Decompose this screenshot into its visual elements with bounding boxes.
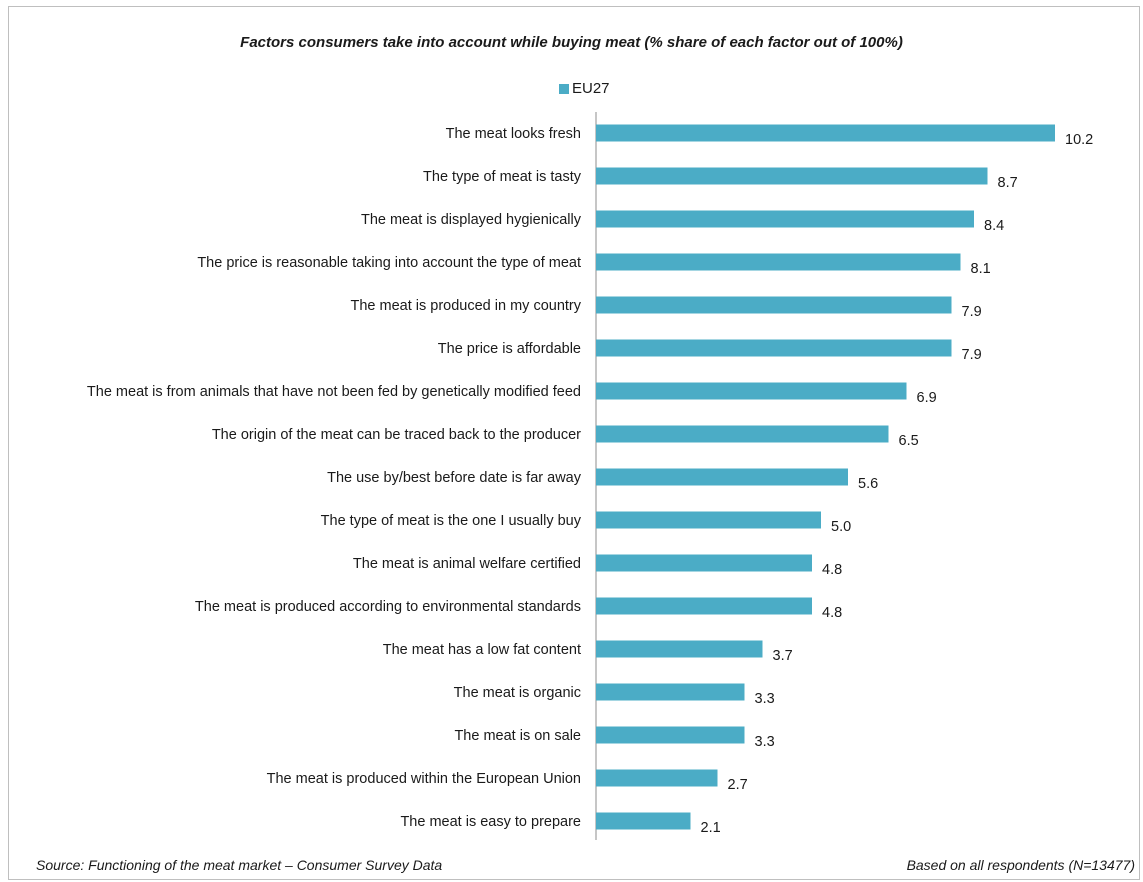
bar-eu27: [596, 769, 718, 787]
value-label: 3.3: [755, 691, 775, 707]
bar-eu27: [596, 468, 848, 486]
bar-eu27: [596, 296, 952, 314]
category-label: The meat looks fresh: [446, 126, 581, 142]
category-label: The meat is on sale: [454, 728, 581, 744]
bar-eu27: [596, 640, 763, 658]
bar-eu27: [596, 511, 821, 529]
category-label: The meat has a low fat content: [383, 642, 581, 658]
category-label: The origin of the meat can be traced bac…: [212, 427, 581, 443]
category-label: The meat is displayed hygienically: [361, 212, 582, 228]
value-label: 7.9: [962, 347, 982, 363]
value-label: 5.0: [831, 519, 851, 535]
value-label: 5.6: [858, 476, 878, 492]
legend-label-eu27: EU27: [572, 80, 610, 97]
value-label: 10.2: [1065, 132, 1093, 148]
source-note: Source: Functioning of the meat market –…: [36, 857, 443, 873]
value-label: 2.1: [701, 820, 721, 836]
value-label: 6.5: [899, 433, 919, 449]
bar-eu27: [596, 210, 974, 228]
value-label: 3.3: [755, 734, 775, 750]
category-label: The type of meat is the one I usually bu…: [321, 513, 582, 529]
category-label: The type of meat is tasty: [423, 169, 582, 185]
category-label: The meat is produced according to enviro…: [195, 599, 581, 615]
bar-eu27: [596, 425, 889, 443]
category-label: The use by/best before date is far away: [327, 470, 582, 486]
value-label: 7.9: [962, 304, 982, 320]
category-label: The meat is organic: [454, 685, 581, 701]
bar-eu27: [596, 167, 988, 185]
value-label: 4.8: [822, 562, 842, 578]
category-label: The meat is produced within the European…: [267, 771, 581, 787]
category-label: The meat is from animals that have not b…: [87, 384, 581, 400]
category-label: The price is affordable: [438, 341, 581, 357]
bar-eu27: [596, 554, 812, 572]
value-label: 2.7: [728, 777, 748, 793]
chart-title: Factors consumers take into account whil…: [240, 34, 903, 51]
bar-eu27: [596, 382, 907, 400]
value-label: 3.7: [773, 648, 793, 664]
value-label: 8.7: [998, 175, 1018, 191]
legend: EU27: [559, 80, 610, 97]
respondent-base-note: Based on all respondents (N=13477): [906, 857, 1135, 873]
value-label: 4.8: [822, 605, 842, 621]
category-label: The price is reasonable taking into acco…: [197, 255, 581, 271]
value-label: 6.9: [917, 390, 937, 406]
legend-swatch-eu27: [559, 83, 569, 94]
bar-eu27: [596, 683, 745, 701]
category-label: The meat is produced in my country: [351, 298, 582, 314]
value-label: 8.1: [971, 261, 991, 277]
value-label: 8.4: [984, 218, 1004, 234]
bar-eu27: [596, 253, 961, 271]
bar-eu27: [596, 339, 952, 357]
chart-frame: [8, 6, 1140, 880]
bar-eu27: [596, 726, 745, 744]
category-label: The meat is animal welfare certified: [353, 556, 581, 572]
bar-eu27: [596, 597, 812, 615]
category-label: The meat is easy to prepare: [400, 814, 581, 830]
bar-eu27: [596, 124, 1055, 142]
bar-eu27: [596, 812, 691, 830]
